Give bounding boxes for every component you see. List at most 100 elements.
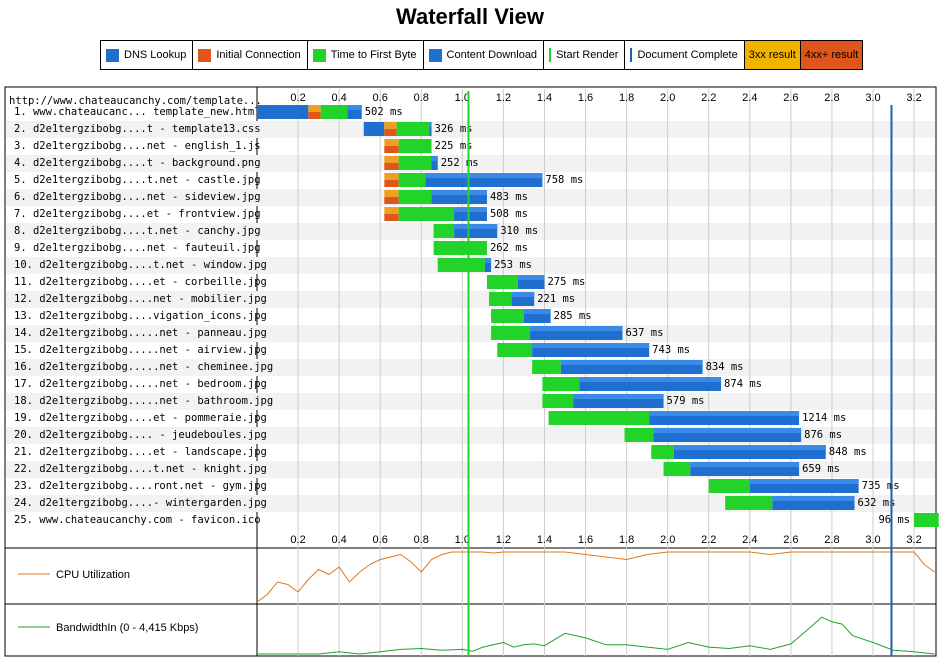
bar-download-highlight <box>690 462 800 467</box>
request-label: 2. d2e1tergzibobg....t - template13.css <box>14 123 261 135</box>
bar-ttfb <box>663 462 691 476</box>
legend-start-render: Start Render <box>544 41 626 69</box>
row-shade <box>6 291 935 308</box>
bar-initial-connection <box>308 112 321 119</box>
bar-download-highlight <box>749 479 859 484</box>
tick-label: 3.0 <box>865 534 880 546</box>
request-label: 14. d2e1tergzibobg.....net - panneau.jpg <box>14 327 267 339</box>
bar-ttfb <box>396 122 430 136</box>
tick-label: 1.2 <box>496 534 511 546</box>
tick-label: 1.8 <box>619 92 634 104</box>
legend-initial-connection: Initial Connection <box>193 41 308 69</box>
bandwidth-line <box>257 616 935 655</box>
request-label: 5. d2e1tergzibobg....t.net - castle.jpg <box>14 174 261 186</box>
bar-ttfb <box>486 275 518 289</box>
legend-line <box>549 48 552 62</box>
tick-label: 0.2 <box>290 92 305 104</box>
request-duration: 253 ms <box>494 259 532 271</box>
bar-ttfb <box>624 428 654 442</box>
bar-initial-connection <box>384 197 399 204</box>
tick-label: 0.4 <box>331 534 346 546</box>
request-label: 25. www.chateaucanchy.com - favicon.ico <box>14 514 261 526</box>
request-duration: 225 ms <box>435 140 473 152</box>
request-label: 3. d2e1tergzibobg....net - english_1.js <box>14 140 261 152</box>
legend-label: 3xx result <box>748 49 796 61</box>
bar-ttfb <box>398 207 455 221</box>
request-label: 8. d2e1tergzibobg....t.net - canchy.jpg <box>14 225 261 237</box>
bar-ssl-negotiation <box>384 139 399 146</box>
request-duration: 96 ms <box>878 514 910 526</box>
bar-ttfb <box>548 411 650 425</box>
bar-download-highlight <box>347 105 362 110</box>
legend-4xx: 4xx+ result <box>800 41 863 69</box>
bar-download-highlight <box>532 343 650 348</box>
bar-download-highlight <box>429 122 432 127</box>
bar-initial-connection <box>384 129 397 136</box>
request-duration: 579 ms <box>667 395 705 407</box>
tick-label: 2.2 <box>701 534 716 546</box>
legend-line <box>630 48 633 62</box>
tick-label: 1.6 <box>578 92 593 104</box>
request-duration: 637 ms <box>625 327 663 339</box>
bar-download-highlight <box>579 377 722 382</box>
tick-label: 0.4 <box>331 92 346 104</box>
bar-download-highlight <box>517 275 545 280</box>
bar-download-highlight <box>772 496 855 501</box>
tick-label: 0.6 <box>373 92 388 104</box>
bar-ssl-negotiation <box>308 105 321 112</box>
request-duration: 483 ms <box>490 191 528 203</box>
legend-document-complete: Document Complete <box>625 41 745 69</box>
tick-label: 1.4 <box>537 534 552 546</box>
legend-label: Time to First Byte <box>330 49 417 61</box>
request-label: 22. d2e1tergzibobg....t.net - knight.jpg <box>14 463 267 475</box>
tick-label: 1.2 <box>496 92 511 104</box>
bar-download-highlight <box>431 156 438 161</box>
bar-initial-connection <box>384 146 399 153</box>
request-label: 16. d2e1tergzibobg.....net - cheminee.jp… <box>14 361 273 373</box>
bar-download-highlight <box>454 224 498 229</box>
request-label: 6. d2e1tergzibobg....net - sideview.jpg <box>14 191 261 203</box>
tick-label: 1.0 <box>455 534 470 546</box>
request-duration: 285 ms <box>554 310 592 322</box>
bar-download-highlight <box>454 207 487 212</box>
legend-label: Initial Connection <box>216 49 301 61</box>
bar-content-download <box>484 258 492 272</box>
legend-3xx: 3xx result <box>744 41 801 69</box>
request-label: 1. www.chateaucanc... template_new.html <box>14 106 261 118</box>
cpu-label: CPU Utilization <box>56 569 130 581</box>
bar-initial-connection <box>384 180 399 187</box>
request-duration: 735 ms <box>862 480 900 492</box>
row-shade <box>6 121 935 138</box>
request-duration: 326 ms <box>435 123 473 135</box>
legend-swatch <box>198 48 212 62</box>
tick-label: 0.8 <box>414 534 429 546</box>
bar-ttfb <box>542 377 580 391</box>
row-shade <box>6 155 935 172</box>
request-label: 13. d2e1tergzibobg....vigation_icons.jpg <box>14 310 267 322</box>
bar-ssl-negotiation <box>384 122 397 129</box>
bar-ttfb <box>532 360 561 374</box>
request-label: 10. d2e1tergzibobg....t.net - window.jpg <box>14 259 267 271</box>
request-duration: 275 ms <box>547 276 585 288</box>
bar-ttfb <box>437 258 485 272</box>
request-duration: 1214 ms <box>802 412 846 424</box>
bar-ttfb <box>398 173 426 187</box>
bar-download-highlight <box>530 326 623 331</box>
bar-ssl-negotiation <box>384 207 399 214</box>
tick-label: 2.8 <box>824 534 839 546</box>
bar-ttfb <box>398 190 432 204</box>
bar-ttfb <box>320 105 348 119</box>
legend-dns: DNS Lookup <box>101 41 194 69</box>
legend-swatch <box>428 48 442 62</box>
row-shade <box>6 393 935 410</box>
page-title: Waterfall View <box>396 4 544 29</box>
tick-label: 2.0 <box>660 534 675 546</box>
request-duration: 262 ms <box>490 242 528 254</box>
bar-ttfb <box>491 309 524 323</box>
bar-ttfb <box>651 445 674 459</box>
bar-ttfb <box>489 292 512 306</box>
bar-download-highlight <box>511 292 535 297</box>
legend-label: Document Complete <box>637 49 738 61</box>
tick-label: 2.2 <box>701 92 716 104</box>
